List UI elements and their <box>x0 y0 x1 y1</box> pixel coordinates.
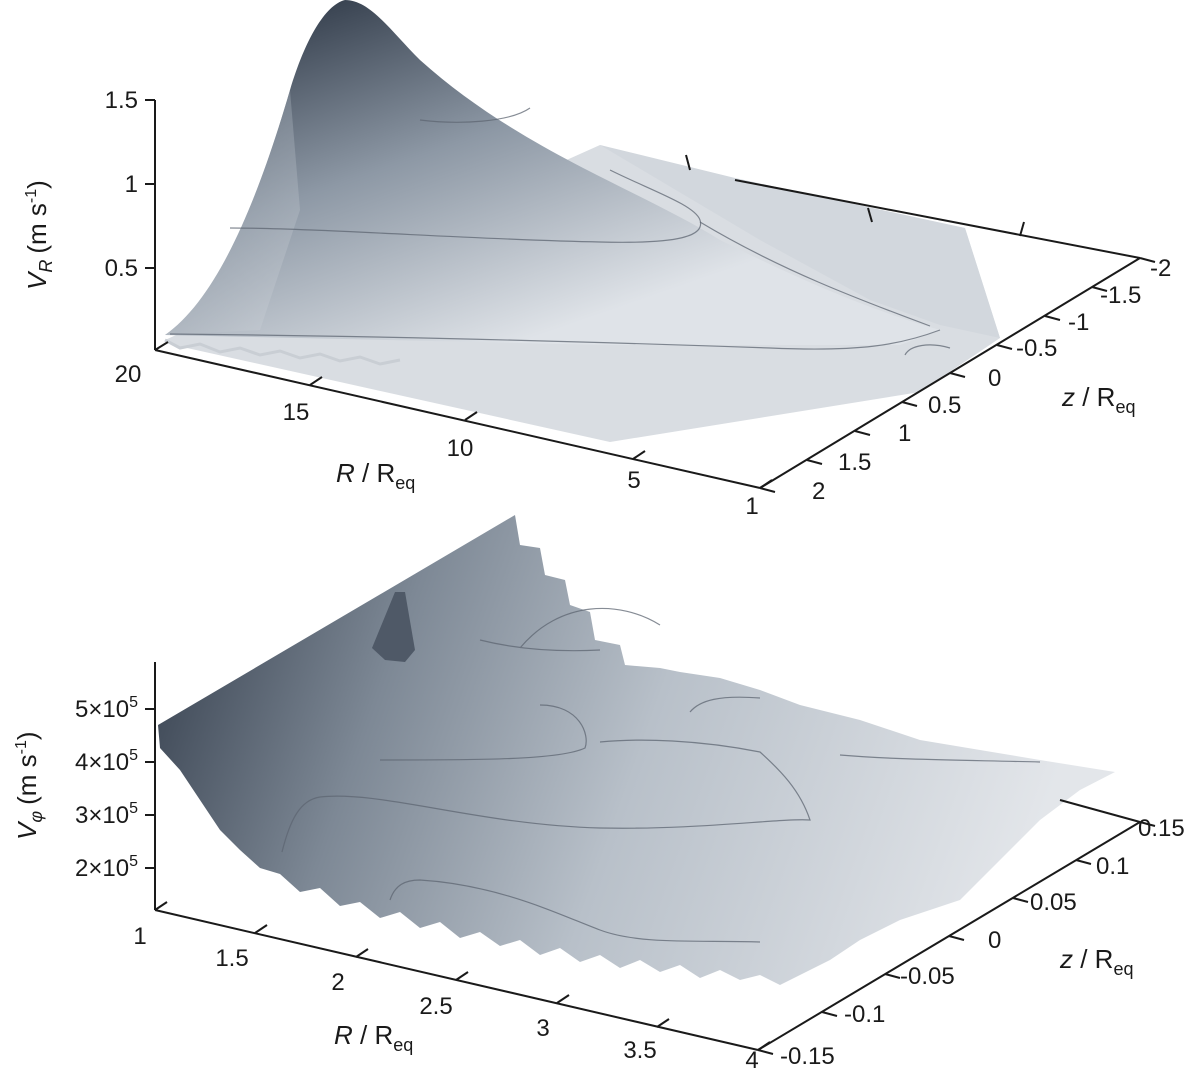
vphi-z-tick: 2×105 <box>75 853 138 882</box>
vr-z-tick: 0.5 <box>105 255 138 282</box>
vphi-zpos-tick: 0.05 <box>1030 889 1077 916</box>
vr-r-tick: 5 <box>627 467 640 494</box>
vphi-back-axis <box>1059 799 1141 823</box>
vr-r-tick: 10 <box>447 435 474 462</box>
vphi-surface <box>158 515 1115 985</box>
vr-surface-ridge <box>165 0 940 345</box>
vr-surface-far-flap <box>600 145 1000 338</box>
vphi-zpos-tick: 0 <box>988 927 1001 954</box>
vphi-axes <box>145 662 1156 1055</box>
vphi-contour <box>479 607 661 652</box>
chart-vphi-surface <box>158 515 1115 985</box>
vphi-contour <box>839 754 1041 763</box>
vr-ylabel: z / Req <box>1061 382 1135 417</box>
vr-r-axis <box>154 349 761 489</box>
vphi-r-tick: 3 <box>536 1015 549 1042</box>
vphi-z-tick: 4×105 <box>75 747 138 776</box>
vr-z-tick: 1.5 <box>105 87 138 114</box>
vphi-zpos-tick: 0.1 <box>1096 853 1129 880</box>
vr-zlabel: VR(m s-1) <box>22 180 56 290</box>
vphi-zlabel: Vφ(m s-1) <box>12 731 46 840</box>
vr-z-tick: 1 <box>125 171 138 198</box>
vphi-zpos-tick: -0.1 <box>844 1001 885 1028</box>
vphi-z-tick: 5×105 <box>75 694 138 723</box>
vphi-spike <box>372 592 415 662</box>
vr-contour <box>229 169 702 243</box>
vphi-contour <box>389 879 761 943</box>
chart-vr-surface <box>164 0 1000 442</box>
vr-axes <box>145 99 1156 493</box>
vr-back-axis <box>734 179 1141 259</box>
vr-zpos-tick: 0.5 <box>928 392 961 419</box>
vr-r-tick: 20 <box>115 361 142 388</box>
vr-tick-labels: 0.5 1 1.5 20 15 10 5 1 2 1.5 1 0.5 0 -0.… <box>105 87 1172 520</box>
vr-zpos-tick: 2 <box>812 478 825 505</box>
vr-r-tick: 1 <box>745 493 758 520</box>
vphi-contour <box>281 739 811 853</box>
vphi-r-tick: 2.5 <box>419 993 452 1020</box>
vr-zpos-tick: -1 <box>1068 309 1089 336</box>
vphi-zpos-tick: 0.15 <box>1138 815 1185 842</box>
vphi-zpos-tick: -0.15 <box>780 1043 835 1070</box>
vphi-zpos-tick: -0.05 <box>900 963 955 990</box>
vphi-contour <box>379 696 761 761</box>
vphi-r-tick: 3.5 <box>623 1037 656 1064</box>
vphi-xlabel: R / Req <box>334 1020 413 1055</box>
vr-zpos-tick: -0.5 <box>1016 335 1057 362</box>
vr-xlabel: R / Req <box>336 458 415 493</box>
vphi-tick-labels: 2×105 3×105 4×105 5×105 1 1.5 2 2.5 3 3.… <box>75 694 1185 1072</box>
vr-contour <box>699 221 931 327</box>
vr-contour <box>169 329 951 356</box>
vr-zpos-tick: 0 <box>988 365 1001 392</box>
vr-surface-edge <box>164 338 401 366</box>
vphi-r-tick: 1 <box>133 923 146 950</box>
vphi-r-tick: 4 <box>745 1047 758 1072</box>
vr-zpos-tick: -2 <box>1150 255 1171 282</box>
vr-surface-left-face <box>165 90 300 335</box>
vr-zpos-tick: 1 <box>898 420 911 447</box>
vr-contour <box>419 107 531 123</box>
vphi-z-tick: 3×105 <box>75 800 138 829</box>
vphi-ylabel: z / Req <box>1059 944 1133 979</box>
vr-zpos-tick: -1.5 <box>1100 282 1141 309</box>
vr-r-tick: 15 <box>283 399 310 426</box>
vphi-r-tick: 1.5 <box>215 945 248 972</box>
vr-zpos-tick: 1.5 <box>838 449 871 476</box>
vphi-r-tick: 2 <box>331 969 344 996</box>
